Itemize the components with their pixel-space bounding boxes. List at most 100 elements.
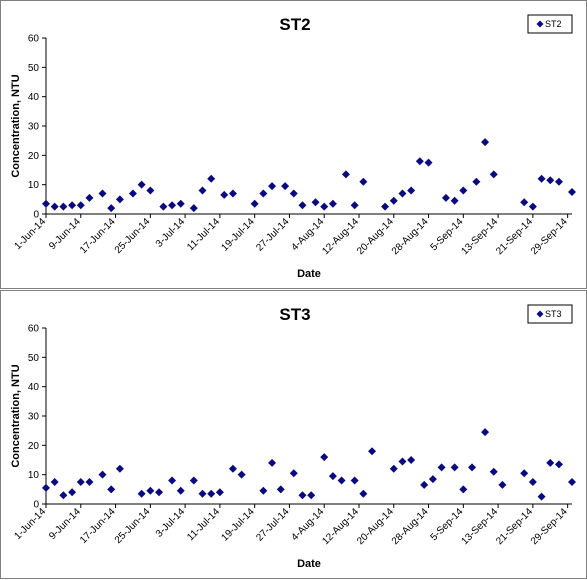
st2-data-point [268, 182, 277, 191]
st3-x-tick-label: 21-Sep-14 [494, 506, 535, 547]
st2-x-tick-label: 19-Jul-14 [220, 216, 258, 254]
st3-data-point [146, 486, 155, 495]
st2-data-point [289, 189, 298, 198]
st3-x-tick-label: 27-Jul-14 [254, 506, 292, 544]
st3-data-point [428, 475, 437, 484]
st3-data-point [368, 447, 377, 456]
st2-x-tick-label: 13-Sep-14 [459, 216, 500, 257]
st2-data-point [115, 195, 124, 204]
st2-data-point [459, 186, 468, 195]
st2-data-point [298, 201, 307, 210]
st3-data-point [189, 476, 198, 485]
st2-data-point [259, 189, 268, 198]
st3-x-tick-label: 3-Jul-14 [154, 506, 188, 540]
st3-x-tick-label: 20-Aug-14 [355, 506, 396, 547]
st3-data-point [359, 489, 368, 498]
st3-x-tick-label: 1-Jun-14 [12, 506, 48, 542]
st2-y-tick-label: 20 [28, 151, 40, 162]
st2-data-point [398, 189, 407, 198]
st3-data-point [68, 488, 77, 497]
st3-x-tick-label: 11-Jul-14 [185, 506, 222, 543]
st3-data-point [168, 476, 177, 485]
st3-x-tick-label: 17-Jun-14 [78, 506, 118, 546]
st3-data-point [328, 472, 337, 481]
st2-data-point [189, 204, 198, 213]
st2-data-point [554, 177, 563, 186]
st2-data-point [168, 201, 177, 210]
st3-data-point [407, 456, 416, 464]
st2-x-tick-label: 17-Jun-14 [78, 216, 118, 256]
st3-data-point [350, 476, 359, 485]
st2-data-point [341, 170, 350, 179]
st2-data-point [311, 198, 320, 207]
st3-x-tick-label: 12-Aug-14 [320, 506, 361, 547]
st3-data-points [42, 428, 576, 501]
st3-data-point [50, 478, 59, 486]
st3-x-tick-label: 29-Sep-14 [529, 506, 570, 547]
st2-data-point [359, 177, 368, 186]
st3-x-tick-label: 28-Aug-14 [390, 506, 431, 547]
st2-data-point [68, 201, 77, 210]
st3-data-point [498, 480, 507, 489]
st3-data-point [554, 460, 563, 469]
st3-data-point [298, 491, 307, 500]
st3-data-point [237, 470, 246, 479]
st2-data-point [472, 177, 481, 186]
st3-x-tick-label: 19-Jul-14 [220, 506, 258, 544]
st3-data-point [215, 488, 224, 497]
st2-data-point [528, 202, 537, 211]
st3-data-point [289, 469, 298, 478]
st2-data-point [489, 170, 498, 179]
st3-data-point [259, 486, 268, 495]
st2-data-point [389, 196, 398, 205]
chart-panel-st3: ST3 ST3 0 10 20 30 40 50 60 1-Jun-14 9-Jun-14 17-Ju… [0, 290, 587, 579]
st3-data-point [228, 464, 237, 473]
st2-data-point [207, 174, 216, 183]
st3-data-point [107, 485, 116, 494]
st3-data-point [207, 489, 216, 498]
st3-data-point [420, 480, 429, 489]
st2-data-point [176, 199, 185, 208]
st3-data-point [389, 464, 398, 473]
st3-data-point [85, 478, 94, 486]
st2-x-tick-label: 25-Jun-14 [113, 216, 153, 256]
st3-legend-marker [536, 310, 544, 318]
st3-data-point [337, 476, 346, 485]
st2-data-point [146, 186, 155, 195]
st3-y-axis-title: Concentration, NTU [10, 364, 22, 467]
st2-data-point [281, 182, 290, 191]
st2-data-point [407, 186, 416, 195]
st2-data-point [415, 157, 424, 166]
st3-x-axis-title: Date [297, 558, 321, 570]
st2-data-point [441, 193, 450, 202]
st3-data-point [268, 458, 277, 467]
st3-x-tick-label: 9-Jun-14 [47, 506, 83, 542]
st2-legend-marker [536, 20, 544, 28]
st2-y-tick-label: 40 [28, 92, 40, 103]
st2-x-axis-title: Date [297, 268, 321, 280]
st2-data-point [107, 204, 116, 213]
st2-x-tick-label: 11-Jul-14 [185, 216, 222, 253]
st3-data-point [459, 485, 468, 494]
st3-chart-title: ST3 [279, 305, 310, 324]
st3-data-point [520, 469, 529, 478]
st2-data-point [546, 176, 555, 185]
st2-data-point [568, 188, 576, 196]
st2-data-point [424, 158, 433, 167]
st2-legend-box [527, 14, 573, 34]
st2-legend: ST2 [527, 14, 573, 34]
chart-st2: ST2 ST2 0 10 20 30 40 50 60 1-Jun-14 9-Jun-1417-Ju… [10, 14, 576, 280]
st2-y-axis-title: Concentration, NTU [10, 74, 22, 177]
st2-data-point [50, 202, 59, 211]
st2-data-point [198, 186, 207, 195]
st3-y-tick-label: 40 [28, 382, 40, 393]
st2-data-point [481, 138, 490, 147]
st2-data-point [128, 189, 137, 198]
chart-st3: ST3 ST3 0 10 20 30 40 50 60 1-Jun-14 9-Jun-1417-Ju… [10, 304, 576, 570]
st2-data-point [381, 202, 390, 211]
st3-data-point [42, 483, 50, 492]
st3-data-point [528, 478, 537, 486]
st3-data-point [59, 491, 68, 500]
st2-x-tick-label: 29-Sep-14 [529, 216, 570, 257]
st3-data-point [155, 488, 164, 497]
